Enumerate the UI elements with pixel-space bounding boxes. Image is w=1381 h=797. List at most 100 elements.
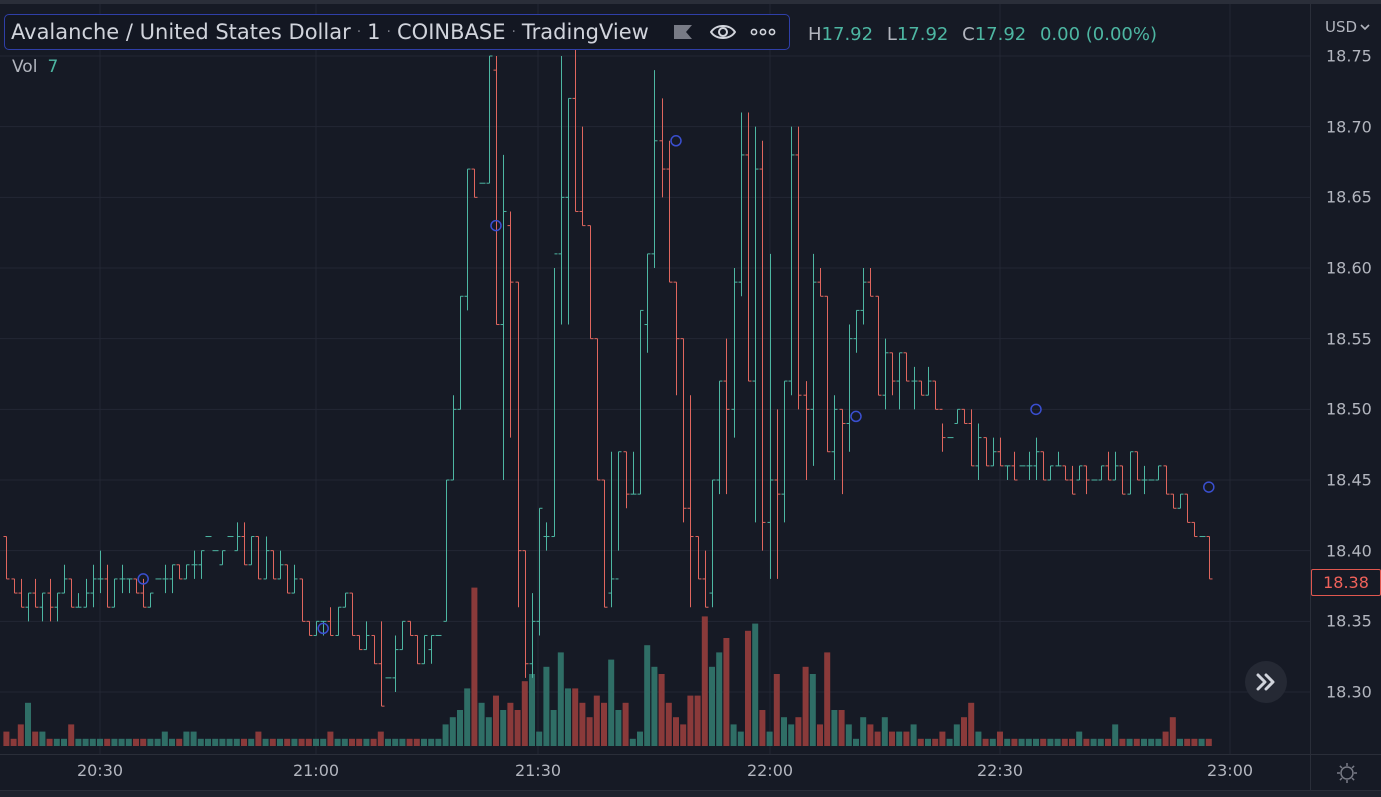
volume-bar xyxy=(889,731,895,746)
volume-bar xyxy=(1169,717,1176,746)
ohlc-bar xyxy=(248,536,255,566)
time-axis[interactable]: 20:30 21:00 21:30 22:00 22:30 23:00 xyxy=(0,754,1310,791)
volume-bar xyxy=(363,738,370,746)
event-marker-icon[interactable] xyxy=(490,219,502,232)
volume-bar xyxy=(795,717,802,746)
ohlc-bar xyxy=(241,522,248,566)
ohlc-bar xyxy=(1155,465,1162,481)
volume-bar xyxy=(565,688,571,746)
volume-bar xyxy=(766,731,773,746)
ohlc-bar xyxy=(277,550,284,580)
ohlc-bar xyxy=(219,550,226,566)
ohlc-bar xyxy=(803,381,810,480)
ohlc-bar xyxy=(3,536,10,580)
scroll-to-realtime-button[interactable] xyxy=(1245,661,1287,703)
ohlc-bar xyxy=(529,593,536,678)
ohlc-bar xyxy=(234,522,241,552)
price-tick: 18.45 xyxy=(1326,470,1372,490)
price-tick: 18.65 xyxy=(1326,187,1372,207)
volume-bar xyxy=(39,731,46,746)
volume-bar xyxy=(694,695,701,746)
time-tick: 21:30 xyxy=(514,761,562,780)
interval[interactable]: 1 xyxy=(367,20,381,44)
event-marker-icon[interactable] xyxy=(670,135,682,147)
volume-bar xyxy=(730,724,737,746)
volume-bar xyxy=(284,738,291,746)
ohlc-bar xyxy=(61,564,68,594)
volume-bar xyxy=(881,717,888,746)
volume-bar xyxy=(262,738,269,746)
ohlc-bar xyxy=(291,564,298,594)
ohlc-bar xyxy=(25,592,32,622)
ohlc-bar xyxy=(500,154,507,480)
volume-bar xyxy=(133,738,139,746)
ohlc-bar xyxy=(666,140,673,283)
currency-selector[interactable]: USD xyxy=(1325,18,1370,36)
ohlc-bar xyxy=(903,352,910,382)
ohlc-bar xyxy=(191,550,198,579)
volume-legend[interactable]: Vol 7 xyxy=(12,57,58,77)
ohlc-bar xyxy=(968,409,975,467)
ohlc-bar xyxy=(731,268,738,438)
ohlc-bar xyxy=(493,56,500,326)
ohlc-bar xyxy=(54,592,61,622)
volume-bar xyxy=(673,717,679,746)
event-marker-icon[interactable] xyxy=(137,573,149,585)
volume-bar xyxy=(298,738,305,746)
volume-bar xyxy=(817,724,823,746)
ohlc-bar xyxy=(954,408,961,424)
volume-bar xyxy=(3,731,10,746)
ohlc-bar xyxy=(1206,536,1213,580)
ohlc-bar xyxy=(882,338,889,410)
ohlc-bar xyxy=(464,168,471,311)
ohlc-bar xyxy=(507,211,514,438)
volume-bar xyxy=(723,638,730,746)
event-marker-icon[interactable] xyxy=(1030,403,1042,416)
ohlc-chart[interactable] xyxy=(0,4,1310,754)
separator: · xyxy=(511,24,516,40)
volume-bar xyxy=(349,738,355,746)
volume-bar xyxy=(968,702,975,746)
volume-bar xyxy=(1184,738,1191,746)
volume-bar xyxy=(406,738,413,746)
symbol-legend[interactable]: Avalanche / United States Dollar · 1 · C… xyxy=(4,14,790,50)
volume-bar xyxy=(687,695,694,746)
close-value: 17.92 xyxy=(974,24,1027,45)
event-marker-icon[interactable] xyxy=(1203,481,1215,493)
more-icon[interactable] xyxy=(743,17,783,47)
ohlc-bar xyxy=(421,634,428,665)
ohlc-bar xyxy=(414,634,421,665)
volume-bar xyxy=(1033,738,1039,746)
ohlc-bar xyxy=(443,479,450,622)
chart-pane[interactable]: Avalanche / United States Dollar · 1 · C… xyxy=(0,4,1310,754)
event-marker-icon[interactable] xyxy=(850,410,862,423)
ohlc-bar xyxy=(313,620,320,636)
ohlc-bar xyxy=(327,607,334,636)
event-marker-icon[interactable] xyxy=(317,622,329,635)
separator: · xyxy=(356,24,362,40)
ohlc-bar xyxy=(198,550,205,579)
flag-icon[interactable] xyxy=(663,17,703,47)
ohlc-bar xyxy=(752,126,759,523)
volume-bar xyxy=(709,666,715,746)
volume-bar xyxy=(925,738,931,746)
volume-bar xyxy=(1112,724,1119,746)
volume-bar xyxy=(478,702,485,746)
ohlc-bar xyxy=(594,338,601,481)
ohlc-bar xyxy=(515,281,522,608)
ohlc-bar xyxy=(1062,465,1069,481)
ohlc-bar xyxy=(1055,451,1062,467)
eye-icon[interactable] xyxy=(703,17,743,47)
volume-bar xyxy=(845,724,852,746)
volume-bar xyxy=(521,681,528,746)
volume-bar xyxy=(680,724,687,746)
ohlc-bar xyxy=(363,621,370,651)
volume-bar xyxy=(752,623,759,746)
ohlc-bar xyxy=(284,564,291,594)
ohlc-bar xyxy=(1098,465,1105,481)
symbol-name[interactable]: Avalanche / United States Dollar xyxy=(11,20,351,44)
volume-bar xyxy=(910,724,917,746)
settings-button[interactable] xyxy=(1310,754,1381,791)
price-axis[interactable]: USD 18.38 18.75 18.70 18.65 18.60 18.55 18.50… xyxy=(1310,4,1381,754)
ohlc-bar xyxy=(608,451,615,608)
